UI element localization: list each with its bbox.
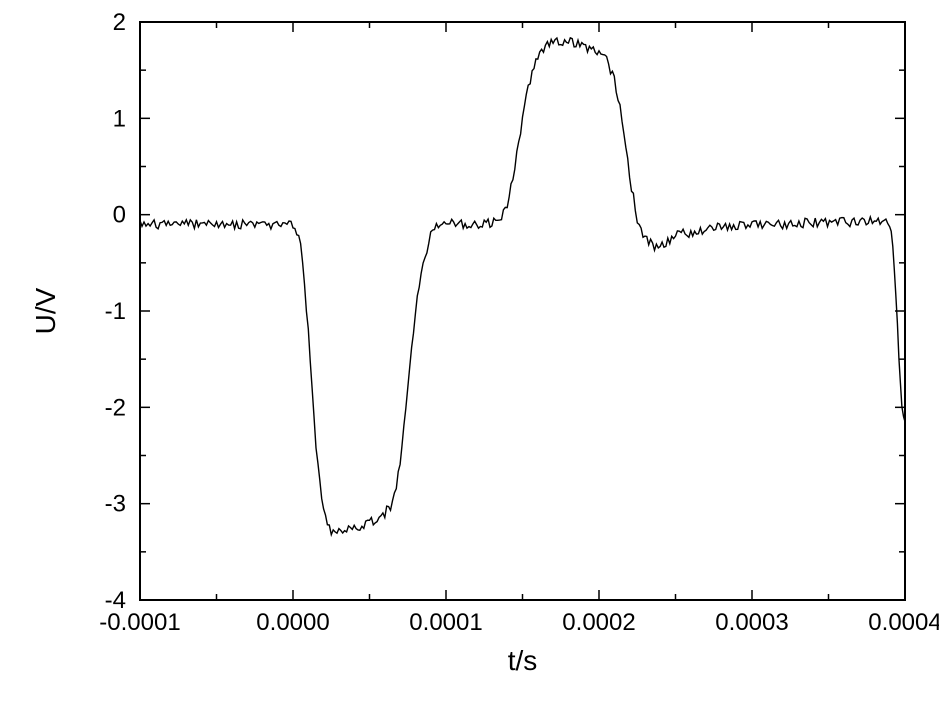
y-tick-label: -2: [105, 394, 126, 421]
x-tick-label: 0.0002: [562, 609, 635, 636]
line-chart: -0.00010.00000.00010.00020.00030.0004-4-…: [0, 0, 939, 709]
y-tick-label: -4: [105, 587, 126, 614]
x-tick-label: 0.0004: [868, 609, 939, 636]
y-tick-label: 2: [113, 9, 126, 36]
x-tick-label: 0.0003: [715, 609, 788, 636]
chart-container: -0.00010.00000.00010.00020.00030.0004-4-…: [0, 0, 939, 709]
y-tick-label: -1: [105, 298, 126, 325]
y-tick-label: 1: [113, 105, 126, 132]
x-tick-label: 0.0001: [409, 609, 482, 636]
y-tick-label: 0: [113, 202, 126, 229]
x-axis-label: t/s: [508, 645, 538, 676]
x-tick-label: 0.0000: [256, 609, 329, 636]
y-axis-label: U/V: [30, 287, 61, 334]
y-tick-label: -3: [105, 491, 126, 518]
